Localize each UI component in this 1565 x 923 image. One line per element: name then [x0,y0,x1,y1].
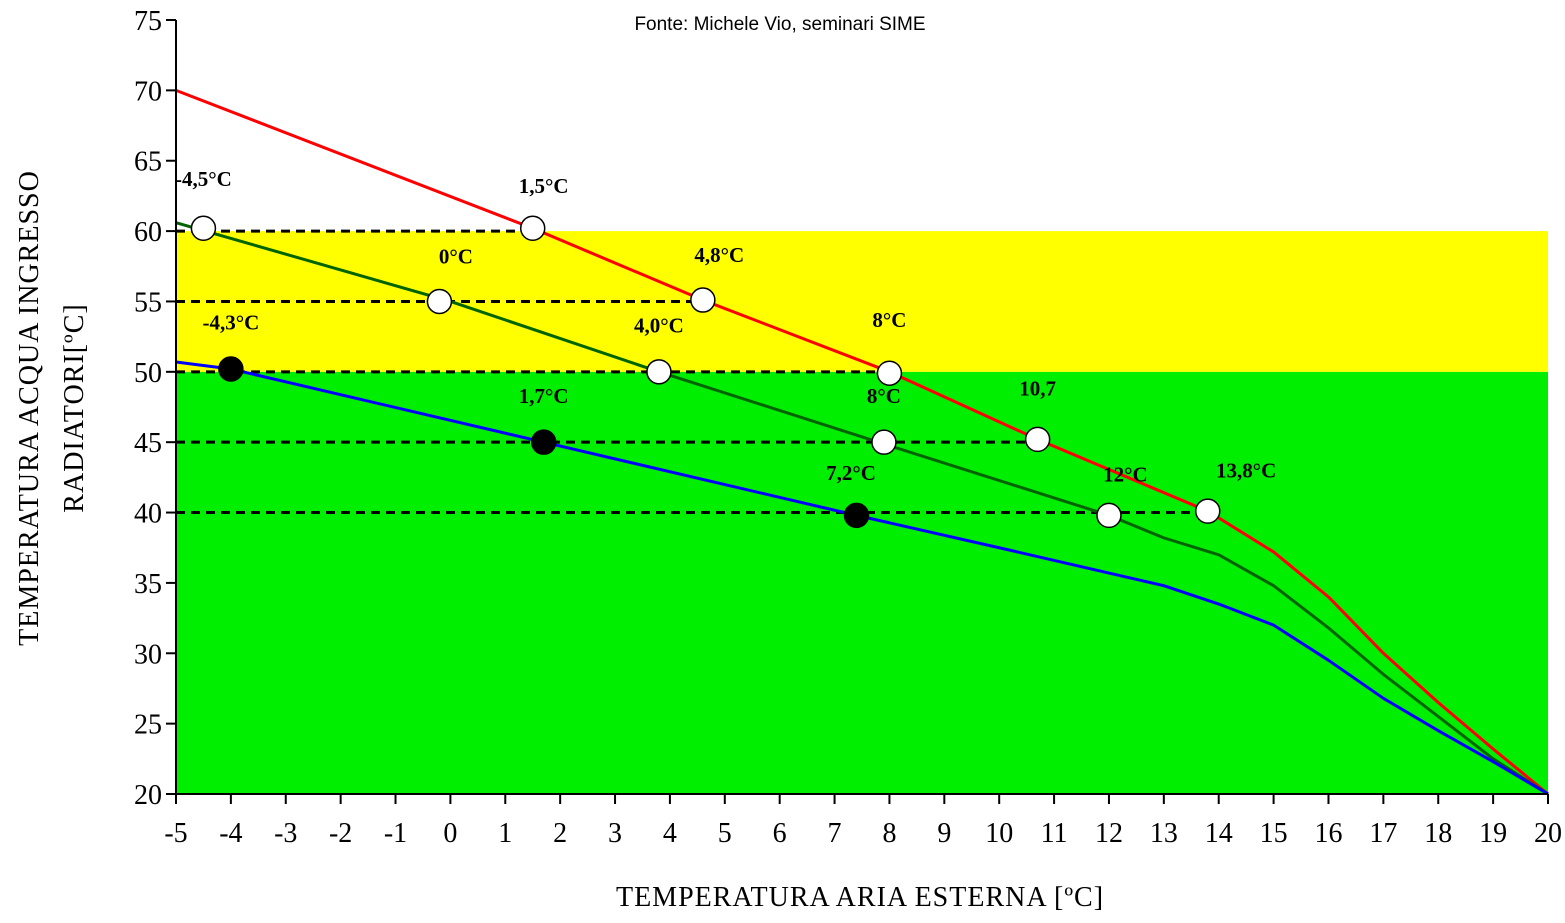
data-label-9: 10,7 [1019,377,1056,401]
x-tick-label: 6 [773,818,787,849]
marker-2 [426,288,453,315]
series-line-2 [175,360,1549,796]
y-tick-label: 40 [134,499,162,530]
x-tick-label: 3 [608,818,622,849]
x-tick-label: 14 [1205,818,1233,849]
y-axis-title-line2: RADIATORI[ºC] [59,303,90,512]
x-tick-label: -2 [329,818,352,849]
y-tick-label: 25 [134,710,162,741]
y-tick-label: 45 [134,428,162,459]
data-label-8: 8°C [867,384,901,408]
x-tick-label: 0 [443,818,457,849]
marker-11 [1096,502,1122,529]
x-tick-label: 10 [985,818,1013,849]
data-label-11: 12°C [1103,463,1148,487]
x-tick-label: 9 [937,818,951,849]
x-tick-label: 13 [1150,818,1178,849]
x-tick-label: 17 [1369,818,1397,849]
y-tick-label: 70 [134,76,162,107]
source-note: Fonte: Michele Vio, seminari SIME [634,14,925,35]
x-tick-label: 19 [1479,818,1507,849]
marker-3 [690,287,716,313]
data-label-2: 0°C [439,244,473,268]
marker-0 [190,215,217,242]
y-tick-label: 75 [134,6,162,37]
x-tick-label: -4 [219,818,242,849]
marker-10 [843,502,870,529]
x-tick-label: 7 [828,818,842,849]
x-tick-label: -1 [384,818,407,849]
y-tick-label: 50 [134,358,162,389]
data-markers [190,215,1221,529]
x-tick-label: 15 [1260,818,1288,849]
marker-1 [519,215,546,242]
x-tick-label: 2 [553,818,567,849]
x-axis-title: TEMPERATURA ARIA ESTERNA [ºC] [616,882,1104,913]
x-tick-label: -3 [274,818,297,849]
y-tick-label: 60 [134,217,162,248]
marker-5 [218,356,244,382]
marker-4 [646,359,672,385]
marker-6 [876,360,903,386]
data-label-7: 1,7°C [519,384,569,408]
marker-8 [871,429,897,455]
x-tick-label: 1 [498,818,512,849]
x-tick-label: 5 [718,818,732,849]
data-label-6: 8°C [872,308,906,332]
x-tick-label: 11 [1041,818,1068,849]
data-label-12: 13,8°C [1216,458,1276,482]
band-0 [176,371,1548,794]
marker-7 [530,429,557,455]
y-tick-label: 65 [134,147,162,178]
x-tick-label: 20 [1534,818,1562,849]
data-label-1: 1,5°C [519,174,569,198]
x-tick-label: 4 [663,818,677,849]
x-tick-label: -5 [164,818,187,849]
y-tick-label: 35 [134,569,162,600]
y-axis-title-line1: TEMPERATURA ACQUA INGRESSO [14,170,45,646]
y-tick-label: 30 [134,639,162,670]
x-tick-label: 8 [882,818,896,849]
data-label-5: -4,3°C [202,311,259,335]
data-label-3: 4,8°C [694,243,744,267]
band-1 [176,231,1548,372]
x-tick-label: 12 [1095,818,1123,849]
background-bands [176,231,1548,794]
data-label-4: 4,0°C [634,313,684,337]
x-tick-label: 16 [1314,818,1342,849]
y-tick-label: 20 [134,780,162,811]
series-line-0 [175,88,1549,796]
x-tick-label: 18 [1424,818,1452,849]
data-label-0: -4,5°C [175,167,232,191]
data-labels: -4,5°C 1,5°C 0°C 4,8°C 4,0°C -4,3°C 8°C 1,7°C 8°… [175,167,1276,487]
data-label-10: 7,2°C [826,461,876,485]
marker-12 [1194,498,1221,524]
marker-9 [1024,426,1051,453]
y-tick-label: 55 [134,287,162,318]
